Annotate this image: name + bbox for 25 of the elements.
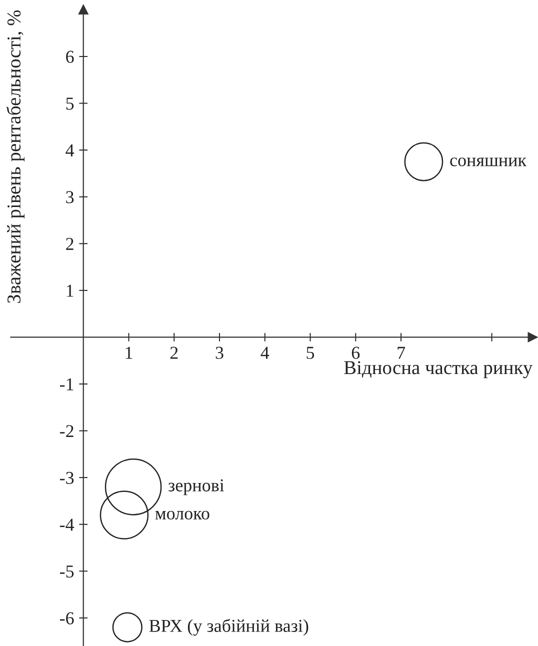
x-tick-label: 2 xyxy=(170,346,178,359)
y-tick-label: 3 xyxy=(66,191,74,204)
annotation: ВРХ (у забійній вазі) xyxy=(149,618,308,636)
y-tick-label: -2 xyxy=(60,425,74,438)
y-tick-label: 2 xyxy=(66,238,74,250)
y-tick-label: -4 xyxy=(60,518,74,531)
x-tick-label: 4 xyxy=(260,346,270,359)
y-tick-label: -1 xyxy=(60,378,74,390)
x-tick-label: 1 xyxy=(126,346,132,359)
y-tick-label: 5 xyxy=(66,98,74,110)
x-tick-label: 7 xyxy=(398,346,406,359)
y-tick-label: -6 xyxy=(60,612,74,624)
x-tick-label: 6 xyxy=(352,346,360,359)
y-axis-title: Зважений рівень рентабельності, % xyxy=(6,10,25,303)
y-tick-label: 6 xyxy=(66,50,74,63)
x-tick-label: 5 xyxy=(306,346,314,359)
y-tick-label: 4 xyxy=(66,144,74,156)
annotation: молоко xyxy=(155,510,210,520)
x-axis-title: Відносна частка ринку xyxy=(344,361,533,378)
y-tick-label: -5 xyxy=(60,566,74,578)
annotation: соняшник xyxy=(450,158,527,166)
y-tick-label: 1 xyxy=(66,284,74,297)
x-tick-label: 3 xyxy=(216,346,224,359)
y-tick-label: -3 xyxy=(60,472,74,484)
annotation: зернові xyxy=(168,479,224,496)
